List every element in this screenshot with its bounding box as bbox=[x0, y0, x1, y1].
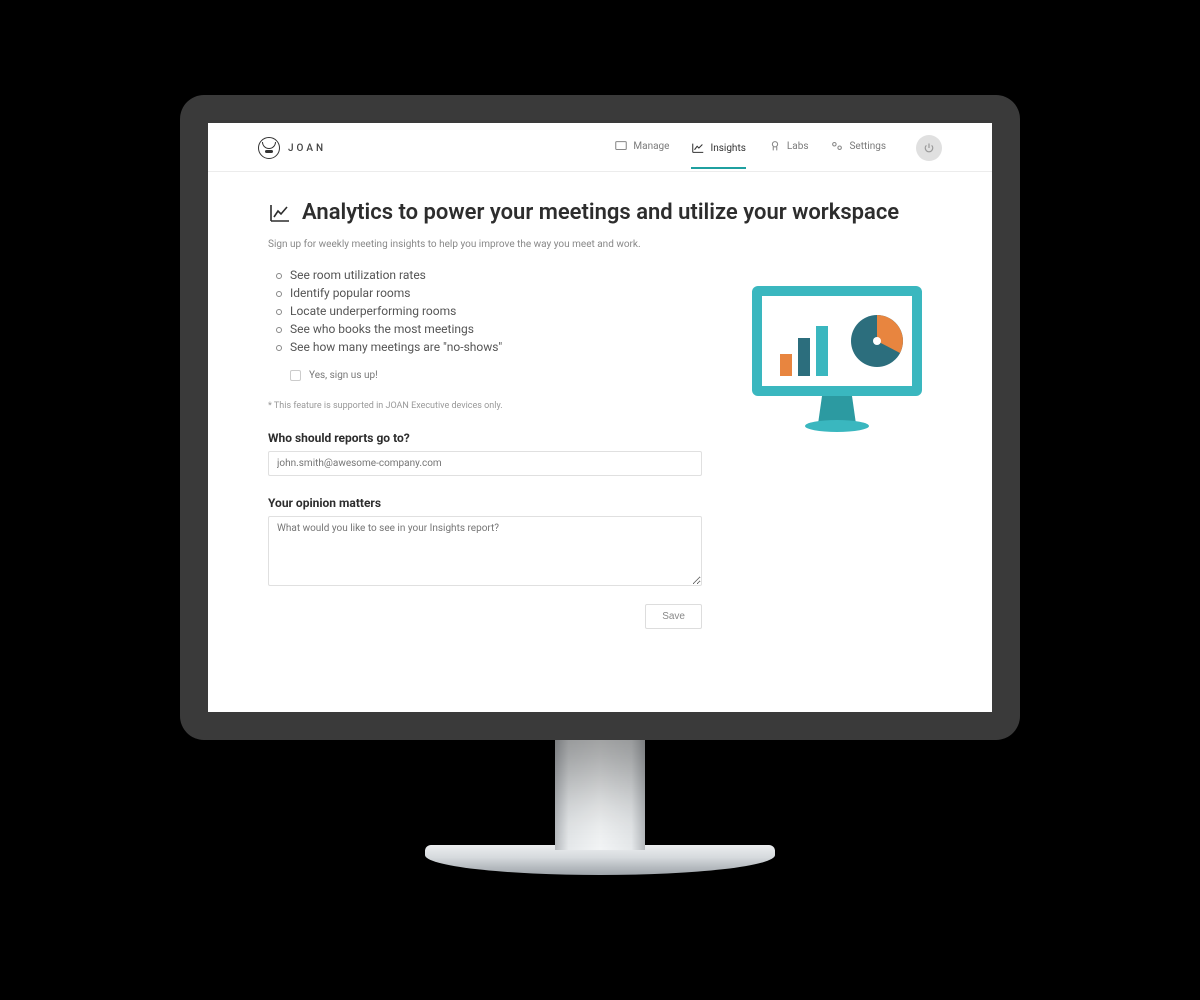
two-column-layout: See room utilization rates Identify popu… bbox=[268, 266, 932, 629]
nav-labs[interactable]: Labs bbox=[768, 139, 809, 157]
nav-insights[interactable]: Insights bbox=[691, 141, 745, 169]
nav-label: Settings bbox=[849, 141, 886, 152]
manage-icon bbox=[614, 139, 628, 153]
reports-email-input[interactable] bbox=[268, 451, 702, 476]
nav-label: Insights bbox=[710, 143, 745, 154]
brand[interactable]: JOAN bbox=[258, 137, 326, 159]
brand-name: JOAN bbox=[288, 143, 326, 154]
nav-settings[interactable]: Settings bbox=[830, 139, 886, 157]
nav-label: Labs bbox=[787, 141, 809, 152]
signup-label: Yes, sign us up! bbox=[309, 370, 378, 381]
page-title-text: Analytics to power your meetings and uti… bbox=[302, 200, 899, 225]
reports-label: Who should reports go to? bbox=[268, 431, 702, 445]
feature-item: Locate underperforming rooms bbox=[276, 302, 702, 320]
analytics-illustration bbox=[742, 276, 932, 446]
footnote: * This feature is supported in JOAN Exec… bbox=[268, 401, 702, 411]
illustration-svg bbox=[742, 276, 932, 446]
power-icon bbox=[923, 142, 935, 154]
topbar: JOAN Manage Insights bbox=[208, 123, 992, 172]
right-column bbox=[742, 266, 932, 446]
feature-list: See room utilization rates Identify popu… bbox=[276, 266, 702, 356]
signup-checkbox[interactable] bbox=[290, 370, 301, 381]
analytics-icon bbox=[268, 201, 292, 225]
signup-row: Yes, sign us up! bbox=[290, 370, 702, 381]
monitor-stand-neck bbox=[555, 730, 645, 850]
feature-item: See room utilization rates bbox=[276, 266, 702, 284]
opinion-label: Your opinion matters bbox=[268, 496, 702, 510]
nav: Manage Insights Labs bbox=[614, 135, 942, 161]
left-column: See room utilization rates Identify popu… bbox=[268, 266, 702, 629]
settings-icon bbox=[830, 139, 844, 153]
power-button[interactable] bbox=[916, 135, 942, 161]
screen: JOAN Manage Insights bbox=[208, 123, 992, 712]
insights-icon bbox=[691, 141, 705, 155]
save-button[interactable]: Save bbox=[645, 604, 702, 629]
feature-item: See who books the most meetings bbox=[276, 320, 702, 338]
save-row: Save bbox=[268, 604, 702, 629]
content: Analytics to power your meetings and uti… bbox=[208, 172, 992, 649]
nav-label: Manage bbox=[633, 141, 669, 152]
feature-item: Identify popular rooms bbox=[276, 284, 702, 302]
monitor-frame: JOAN Manage Insights bbox=[180, 95, 1020, 740]
opinion-textarea[interactable] bbox=[268, 516, 702, 586]
feature-item: See how many meetings are "no-shows" bbox=[276, 338, 702, 356]
page-title: Analytics to power your meetings and uti… bbox=[268, 200, 932, 225]
page-subtitle: Sign up for weekly meeting insights to h… bbox=[268, 239, 932, 250]
brand-logo-icon bbox=[258, 137, 280, 159]
nav-manage[interactable]: Manage bbox=[614, 139, 669, 157]
labs-icon bbox=[768, 139, 782, 153]
